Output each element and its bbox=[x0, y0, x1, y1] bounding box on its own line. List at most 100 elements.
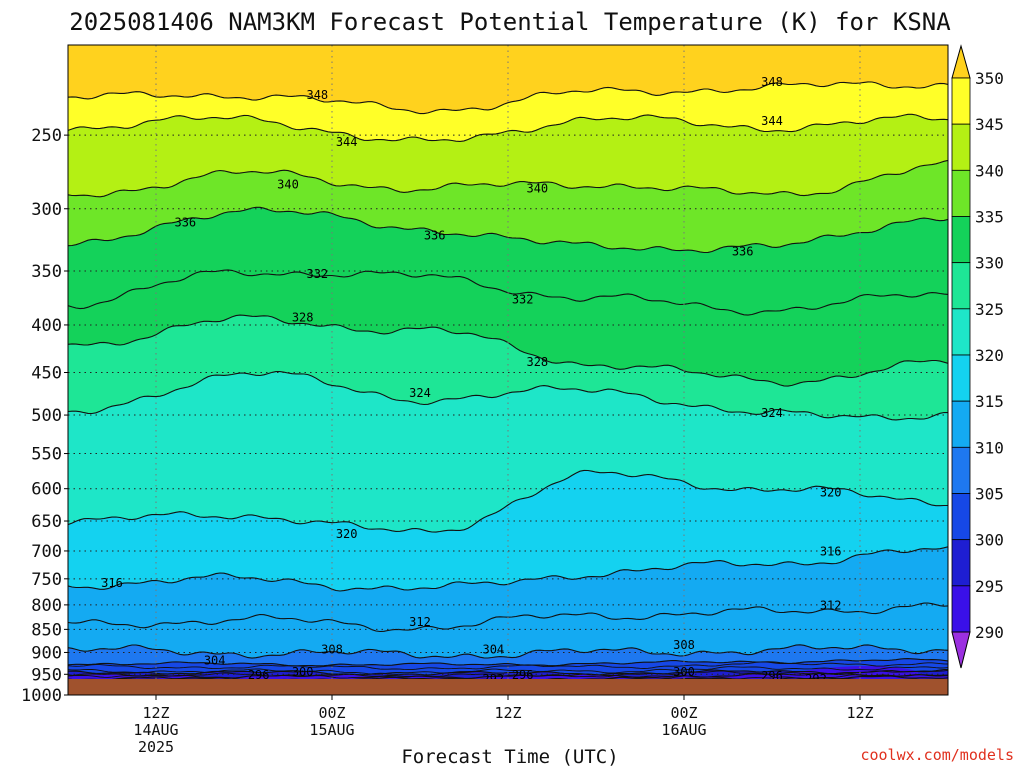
x-tick-label: 16AUG bbox=[661, 721, 706, 739]
y-tick-label: 600 bbox=[31, 480, 62, 500]
contour-label: 344 bbox=[761, 114, 783, 128]
colorbar-segment bbox=[951, 262, 971, 310]
contour-label: 340 bbox=[277, 177, 299, 191]
contour-label: 348 bbox=[306, 88, 328, 102]
contour-label: 332 bbox=[306, 267, 328, 281]
contour-label: 344 bbox=[336, 135, 358, 149]
colorbar-label: 345 bbox=[975, 115, 1004, 134]
contour-label: 324 bbox=[761, 406, 783, 420]
colorbar-label: 335 bbox=[975, 208, 1004, 227]
contour-label: 340 bbox=[526, 182, 548, 196]
colorbar-label: 315 bbox=[975, 392, 1004, 411]
x-tick-label: 00Z bbox=[670, 704, 697, 722]
contour-line-fine bbox=[68, 666, 948, 675]
contour-line-fine bbox=[68, 661, 948, 671]
y-tick-label: 300 bbox=[31, 200, 62, 220]
y-tick-label: 250 bbox=[31, 126, 62, 146]
colorbar-label: 350 bbox=[975, 69, 1004, 88]
contour-label: 316 bbox=[820, 544, 842, 558]
colorbar-label: 305 bbox=[975, 485, 1004, 504]
x-tick-label: 15AUG bbox=[309, 721, 354, 739]
x-tick-label: 2025 bbox=[138, 738, 174, 756]
pressure-axis: 250 300 350 400 450 500 550 600 650 700 750 800 850 9… bbox=[21, 126, 68, 706]
contour-label: 328 bbox=[526, 355, 548, 369]
y-tick-label: 700 bbox=[31, 542, 62, 562]
contour-line-348 bbox=[68, 81, 948, 115]
contour-label: 296 bbox=[248, 668, 270, 682]
colorbar-segment bbox=[951, 123, 971, 171]
contour-label: 304 bbox=[482, 642, 504, 656]
plot-area: 348 348 344 344 340 340 336 336 336 332 332 328 328 3… bbox=[68, 45, 948, 695]
colorbar-segment bbox=[951, 446, 971, 494]
colorbar-label: 300 bbox=[975, 531, 1004, 550]
colorbar-top-arrow bbox=[951, 44, 971, 79]
contour-label: 312 bbox=[409, 615, 431, 629]
contour-label: 300 bbox=[673, 665, 695, 679]
x-tick-label: 12Z bbox=[142, 704, 169, 722]
contour-line-320 bbox=[68, 469, 948, 533]
x-tick-label: 00Z bbox=[318, 704, 345, 722]
colorbar-segment bbox=[951, 585, 971, 633]
y-tick-label: 800 bbox=[31, 596, 62, 616]
colorbar-label: 320 bbox=[975, 346, 1004, 365]
contour-line-340 bbox=[68, 159, 948, 198]
colorbar-label: 290 bbox=[975, 623, 1004, 642]
colorbar-bottom-arrow bbox=[951, 631, 971, 669]
y-tick-label: 1000 bbox=[21, 686, 62, 706]
x-axis-label: Forecast Time (UTC) bbox=[401, 746, 618, 768]
y-tick-label: 750 bbox=[31, 570, 62, 590]
contour-label: 320 bbox=[336, 527, 358, 541]
y-tick-label: 950 bbox=[31, 665, 62, 685]
y-tick-label: 500 bbox=[31, 406, 62, 426]
contour-label: 348 bbox=[761, 75, 783, 89]
y-tick-label: 900 bbox=[31, 643, 62, 663]
y-tick-label: 350 bbox=[31, 262, 62, 282]
grid bbox=[68, 45, 948, 695]
contour-line-fine bbox=[68, 669, 948, 679]
contour-label: 304 bbox=[204, 654, 226, 668]
contour-line-308 bbox=[68, 644, 948, 659]
colorbar-segment bbox=[951, 493, 971, 541]
colorbar-segment bbox=[951, 354, 971, 402]
y-tick-label: 650 bbox=[31, 512, 62, 532]
colorbar: 290 295 300 305 310 315 320 325 330 335 340 345 350 bbox=[951, 44, 1004, 669]
colorbar-segment bbox=[951, 308, 971, 356]
contour-label: 328 bbox=[292, 310, 314, 324]
contour-line-336 bbox=[68, 206, 948, 254]
contour-label: 312 bbox=[820, 598, 842, 612]
ground-strip bbox=[68, 679, 948, 695]
x-tick-label: 12Z bbox=[846, 704, 873, 722]
colorbar-segment bbox=[951, 216, 971, 264]
contour-label: 308 bbox=[673, 638, 695, 652]
colorbar-label: 295 bbox=[975, 577, 1004, 596]
contour-label: 332 bbox=[512, 292, 534, 306]
chart-title: 2025081406 NAM3KM Forecast Potential Tem… bbox=[69, 8, 951, 36]
contour-label: 320 bbox=[820, 486, 842, 500]
colorbar-label: 330 bbox=[975, 254, 1004, 273]
contour-label: 336 bbox=[174, 215, 196, 229]
contour-label: 308 bbox=[321, 642, 343, 656]
x-tick-label: 14AUG bbox=[133, 721, 178, 739]
contour-label: 296 bbox=[512, 668, 534, 682]
contour-label: 316 bbox=[101, 576, 123, 590]
colorbar-segment bbox=[951, 400, 971, 448]
contour-line-304 bbox=[68, 658, 948, 667]
credit-text: coolwx.com/models bbox=[860, 746, 1014, 764]
contour-label: 336 bbox=[732, 244, 754, 258]
contour-line-344 bbox=[68, 113, 948, 142]
colorbar-label: 325 bbox=[975, 300, 1004, 319]
contour-label: 324 bbox=[409, 386, 431, 400]
contour-label: 300 bbox=[292, 665, 314, 679]
y-tick-label: 850 bbox=[31, 620, 62, 640]
colorbar-segment bbox=[951, 539, 971, 587]
contour-labels: 348 348 344 344 340 340 336 336 336 332 332 328 328 3… bbox=[101, 75, 841, 686]
contour-line-324 bbox=[68, 371, 948, 421]
colorbar-segment bbox=[951, 77, 971, 125]
y-tick-label: 550 bbox=[31, 445, 62, 465]
colorbar-label: 340 bbox=[975, 161, 1004, 180]
colorbar-label: 310 bbox=[975, 438, 1004, 457]
y-tick-label: 450 bbox=[31, 364, 62, 384]
contour-label: 336 bbox=[424, 228, 446, 242]
